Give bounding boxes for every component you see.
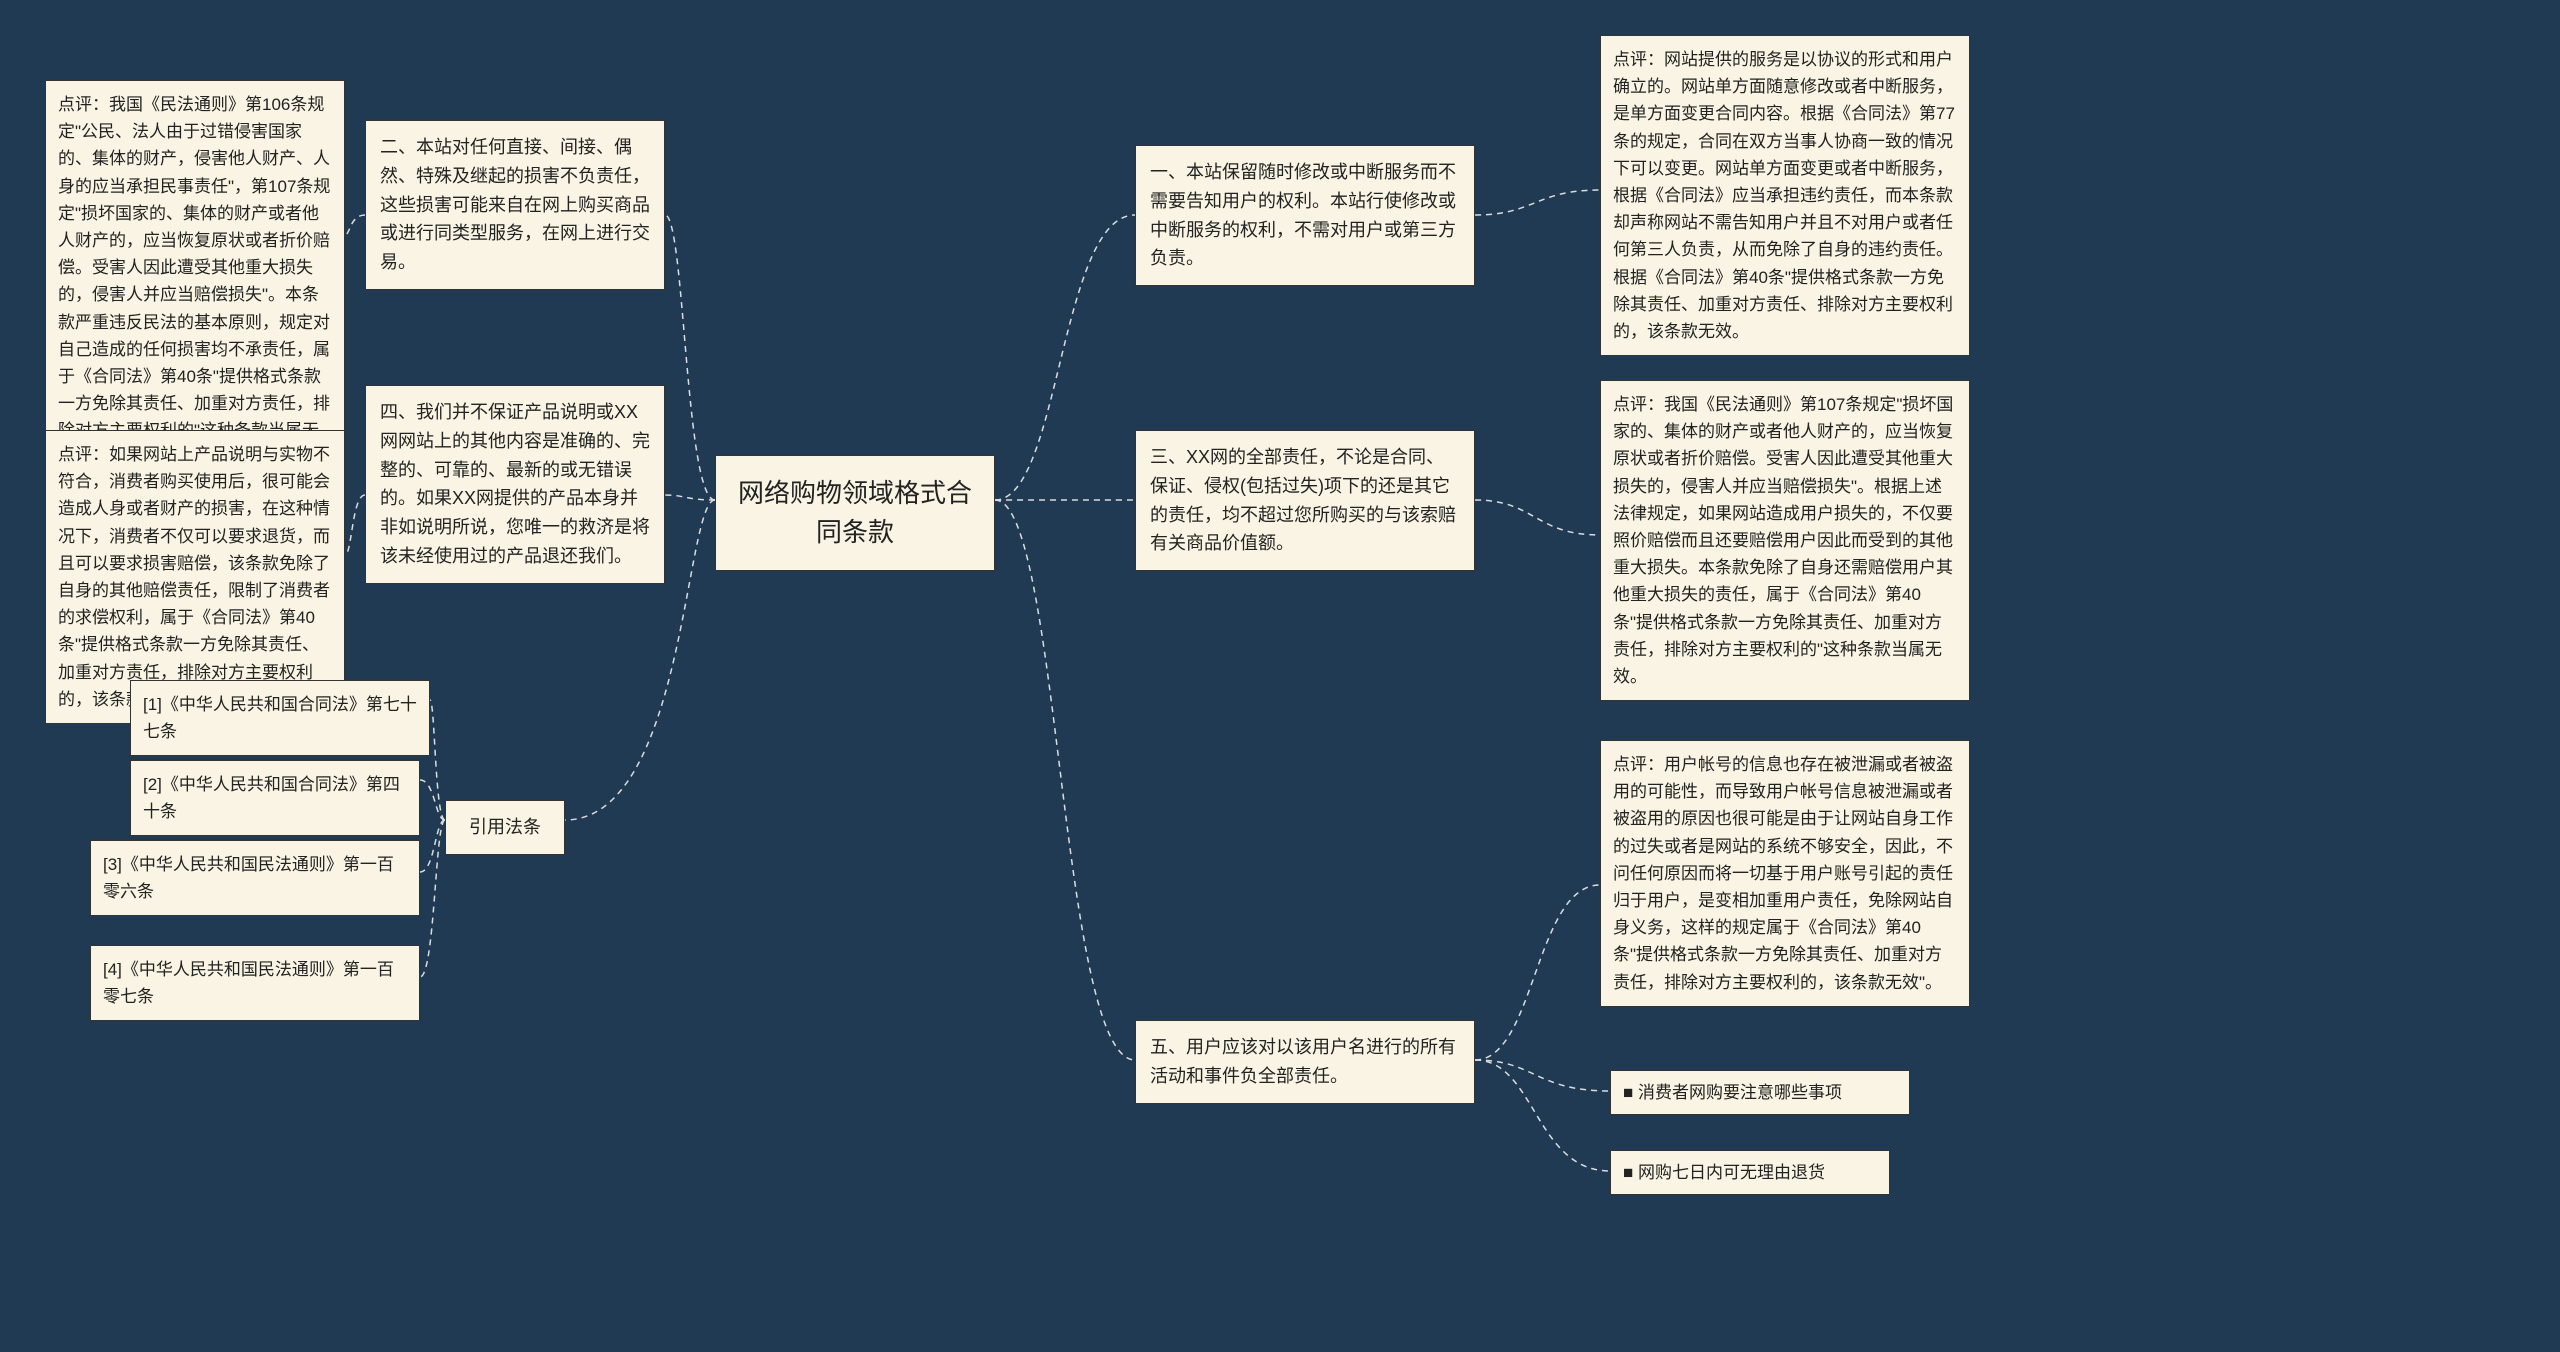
right-comment-3: 点评：我国《民法通则》第107条规定"损坏国家的、集体的财产或者他人财产的，应当…: [1600, 380, 1970, 701]
right-node-3-text: 三、XX网的全部责任，不论是合同、保证、侵权(包括过失)项下的还是其它的责任，均…: [1150, 447, 1456, 553]
ref-item-1: [1]《中华人民共和国合同法》第七十七条: [130, 680, 430, 756]
center-node: 网络购物领域格式合同条款: [715, 455, 995, 571]
ref-item-1-text: [1]《中华人民共和国合同法》第七十七条: [143, 695, 417, 741]
right-comment-5-text: 点评：用户帐号的信息也存在被泄漏或者被盗用的可能性，而导致用户帐号信息被泄漏或者…: [1613, 755, 1953, 992]
right-bullet-2: ■ 网购七日内可无理由退货: [1610, 1150, 1890, 1195]
right-node-5-text: 五、用户应该对以该用户名进行的所有活动和事件负全部责任。: [1150, 1037, 1456, 1086]
bullet-marker: ■: [1623, 1083, 1638, 1102]
ref-item-3-text: [3]《中华人民共和国民法通则》第一百零六条: [103, 855, 394, 901]
ref-item-4-text: [4]《中华人民共和国民法通则》第一百零七条: [103, 960, 394, 1006]
left-comment-4-text: 点评：如果网站上产品说明与实物不符合，消费者购买使用后，很可能会造成人身或者财产…: [58, 445, 330, 709]
left-node-4-text: 四、我们并不保证产品说明或XX网网站上的其他内容是准确的、完整的、可靠的、最新的…: [380, 402, 650, 566]
bullet-marker: ■: [1623, 1163, 1638, 1182]
left-node-2-text: 二、本站对任何直接、间接、偶然、特殊及继起的损害不负责任，这些损害可能来自在网上…: [380, 137, 650, 272]
right-comment-5: 点评：用户帐号的信息也存在被泄漏或者被盗用的可能性，而导致用户帐号信息被泄漏或者…: [1600, 740, 1970, 1007]
refs-label: 引用法条: [445, 800, 565, 855]
right-bullet-2-text: 网购七日内可无理由退货: [1638, 1163, 1825, 1182]
ref-item-3: [3]《中华人民共和国民法通则》第一百零六条: [90, 840, 420, 916]
right-node-3: 三、XX网的全部责任，不论是合同、保证、侵权(包括过失)项下的还是其它的责任，均…: [1135, 430, 1475, 571]
ref-item-2-text: [2]《中华人民共和国合同法》第四十条: [143, 775, 400, 821]
right-comment-3-text: 点评：我国《民法通则》第107条规定"损坏国家的、集体的财产或者他人财产的，应当…: [1613, 395, 1953, 686]
ref-item-2: [2]《中华人民共和国合同法》第四十条: [130, 760, 420, 836]
right-node-1: 一、本站保留随时修改或中断服务而不需要告知用户的权利。本站行使修改或中断服务的权…: [1135, 145, 1475, 286]
ref-item-4: [4]《中华人民共和国民法通则》第一百零七条: [90, 945, 420, 1021]
right-comment-1-text: 点评：网站提供的服务是以协议的形式和用户确立的。网站单方面随意修改或者中断服务，…: [1613, 50, 1955, 341]
right-bullet-1-text: 消费者网购要注意哪些事项: [1638, 1083, 1842, 1102]
right-bullet-1: ■ 消费者网购要注意哪些事项: [1610, 1070, 1910, 1115]
right-node-1-text: 一、本站保留随时修改或中断服务而不需要告知用户的权利。本站行使修改或中断服务的权…: [1150, 162, 1456, 268]
left-node-2: 二、本站对任何直接、间接、偶然、特殊及继起的损害不负责任，这些损害可能来自在网上…: [365, 120, 665, 290]
left-node-4: 四、我们并不保证产品说明或XX网网站上的其他内容是准确的、完整的、可靠的、最新的…: [365, 385, 665, 584]
right-node-5: 五、用户应该对以该用户名进行的所有活动和事件负全部责任。: [1135, 1020, 1475, 1104]
left-comment-2: 点评：我国《民法通则》第106条规定"公民、法人由于过错侵害国家的、集体的财产，…: [45, 80, 345, 483]
left-comment-2-text: 点评：我国《民法通则》第106条规定"公民、法人由于过错侵害国家的、集体的财产，…: [58, 95, 330, 467]
right-comment-1: 点评：网站提供的服务是以协议的形式和用户确立的。网站单方面随意修改或者中断服务，…: [1600, 35, 1970, 356]
refs-label-text: 引用法条: [469, 817, 541, 837]
center-label: 网络购物领域格式合同条款: [738, 478, 972, 547]
